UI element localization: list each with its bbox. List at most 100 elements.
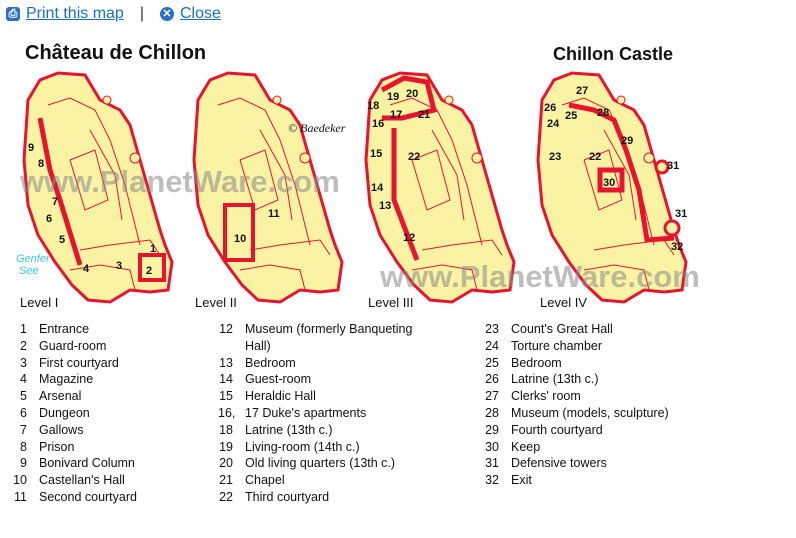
legend-number: 14 <box>219 372 233 387</box>
legend-number: 10 <box>13 473 27 488</box>
legend-item: 5 Arsenal <box>12 388 137 405</box>
room-number-label: 22 <box>589 151 601 163</box>
legend-text: Bedroom <box>245 355 296 370</box>
legend-number: 6 <box>20 405 27 420</box>
legend-item: 16, 17 Duke's apartments <box>218 405 412 422</box>
room-number-label: 19 <box>387 91 399 103</box>
room-number-label: 21 <box>418 109 430 121</box>
legend-text: Exit <box>511 473 532 488</box>
toolbar: ⎙ Print this map | ✕ Close <box>6 5 221 23</box>
legend-text: Dungeon <box>39 405 90 420</box>
legend-item: 23 Count's Great Hall <box>484 321 669 338</box>
legend-text: Chapel <box>245 473 285 488</box>
room-number-label: 3 <box>116 260 122 272</box>
legend-item: 7 Gallows <box>12 422 137 439</box>
legend-column-2: 12 Museum (formerly Banqueting Hall) 13 Bedr… <box>218 321 412 506</box>
legend-number: 12 <box>219 322 233 336</box>
legend-number: 5 <box>20 389 27 404</box>
map-title-french: Château de Chillon <box>25 42 207 64</box>
legend-number: 18 <box>219 422 233 437</box>
legend-number: 25 <box>485 355 499 370</box>
legend-number: 2 <box>20 338 27 353</box>
legend-item: 26 Latrine (13th c.) <box>484 371 669 388</box>
room-number-label: 30 <box>603 177 615 189</box>
legend-item: 21 Chapel <box>218 472 412 489</box>
legend-item: 6 Dungeon <box>12 405 137 422</box>
legend-number: 29 <box>485 422 499 437</box>
legend-text: Latrine (13th c.) <box>511 372 599 387</box>
room-number-label: 20 <box>406 88 418 100</box>
room-number-label: 6 <box>46 213 52 225</box>
legend-text: Old living quarters (13th c.) <box>245 456 396 471</box>
legend-item: 25 Bedroom <box>484 355 669 372</box>
legend-item: 4 Magazine <box>12 371 137 388</box>
legend-text: Castellan's Hall <box>39 473 125 488</box>
legend-text: Heraldic Hall <box>245 389 316 404</box>
legend-item: 15 Heraldic Hall <box>218 388 412 405</box>
legend-column-1: 1 Entrance 2 Guard-room 3 First courtyard 4 Mag… <box>12 321 137 506</box>
legend-column-3: 23 Count's Great Hall 24 Torture chamber 25 B… <box>484 321 669 489</box>
room-number-label: 18 <box>367 100 379 112</box>
legend-text: Bonivard Column <box>39 456 135 471</box>
legend-item: 8 Prison <box>12 439 137 456</box>
close-x-icon[interactable]: ✕ <box>159 7 174 21</box>
room-number-label: 14 <box>371 182 384 194</box>
copyright-label: © Baedeker <box>288 121 346 135</box>
legend-number <box>218 338 233 355</box>
legend-item: 3 First courtyard <box>12 355 137 372</box>
legend-number: 27 <box>485 389 499 404</box>
room-number-label: 31 <box>675 208 687 220</box>
room-number-label: 23 <box>549 151 561 163</box>
legend-item: 27 Clerks' room <box>484 388 669 405</box>
legend-text: Museum (models, sculpture) <box>511 405 669 420</box>
legend-text: Gallows <box>39 422 84 437</box>
legend-number: 32 <box>485 473 499 488</box>
legend-text: Torture chamber <box>511 338 603 353</box>
legend-item: 10 Castellan's Hall <box>12 472 137 489</box>
close-link[interactable]: Close <box>179 5 221 22</box>
printer-icon[interactable]: ⎙ <box>6 7 20 21</box>
legend-number: 1 <box>20 322 27 336</box>
room-number-label: 16 <box>372 118 384 130</box>
legend-number: 8 <box>20 439 27 454</box>
legend-number: 16, <box>218 405 236 420</box>
room-number-label: 8 <box>38 158 44 170</box>
print-map-link[interactable]: Print this map <box>26 5 124 22</box>
room-number-label: 7 <box>52 196 58 208</box>
legend-item: 13 Bedroom <box>218 355 412 372</box>
legend-number: 22 <box>219 489 233 504</box>
room-number-label: 2 <box>146 265 152 277</box>
legend-number: 15 <box>219 389 233 404</box>
room-number-label: 24 <box>547 118 560 130</box>
room-number-label: 15 <box>370 148 382 160</box>
legend-text: Clerks' room <box>511 389 581 404</box>
level-1-label: Level I <box>20 295 59 310</box>
legend-text: Prison <box>39 439 75 454</box>
level-3-label: Level III <box>368 295 414 310</box>
legend-item: 12 Museum (formerly Banqueting <box>218 321 412 338</box>
legend-item: 31 Defensive towers <box>484 455 669 472</box>
legend-text: Defensive towers <box>511 456 607 471</box>
legend-item: 9 Bonivard Column <box>12 455 137 472</box>
legend-number: 26 <box>485 372 499 387</box>
legend-text: Entrance <box>39 322 90 336</box>
watermark: www.PlanetWare.com <box>19 164 340 199</box>
legend-text: Magazine <box>39 372 94 387</box>
legend-item: 30 Keep <box>484 439 669 456</box>
level-2-label: Level II <box>195 295 237 310</box>
room-number-label: 29 <box>621 135 633 147</box>
legend-number: 4 <box>20 372 27 387</box>
legend-number: 9 <box>20 456 27 471</box>
room-number-label: 25 <box>565 110 577 122</box>
legend-item: 11 Second courtyard <box>12 489 137 506</box>
room-number-label: 32 <box>671 241 683 253</box>
room-number-label: 22 <box>408 151 420 163</box>
legend-item: 24 Torture chamber <box>484 338 669 355</box>
legend-text: Hall) <box>245 338 271 353</box>
legend-number: 3 <box>20 355 27 370</box>
legend-number: 21 <box>219 473 233 488</box>
legend-item: 20 Old living quarters (13th c.) <box>218 455 412 472</box>
legend-number: 23 <box>485 322 499 336</box>
room-number-label: 12 <box>403 232 415 244</box>
room-number-label: 28 <box>597 107 609 119</box>
